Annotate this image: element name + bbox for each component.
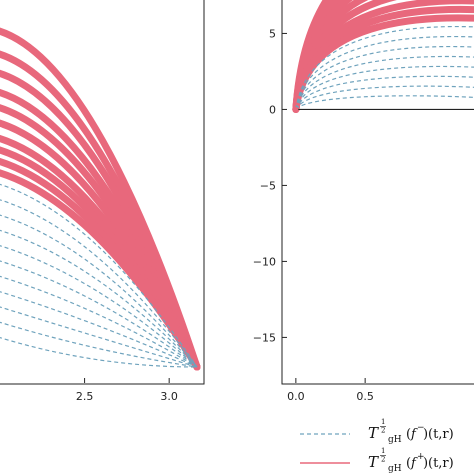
right-x-tick-label-0: 0.0 xyxy=(287,390,305,403)
legend-symbol-1: T xyxy=(368,453,379,471)
left-dashed-curve-8 xyxy=(0,306,198,368)
left-ticks: 2.5 3.0 xyxy=(76,378,178,403)
legend-power-den-1: 2 xyxy=(381,456,385,464)
right-x-tick-label-1: 0.5 xyxy=(356,390,374,403)
legend-power-num-1: 1 xyxy=(381,447,385,455)
right-dashed-curve-6 xyxy=(295,85,474,110)
legend-power-num-0: 1 xyxy=(381,418,385,426)
left-frame xyxy=(0,0,205,385)
right-dashed-curve-7 xyxy=(295,95,474,110)
legend-open-paren-0: ( xyxy=(406,427,411,442)
legend-sign-1: + xyxy=(417,452,425,462)
legend-sub-0: gH xyxy=(388,435,402,445)
legend-symbol-0: T xyxy=(368,424,379,442)
right-dashed-curve-1 xyxy=(295,35,474,110)
left-x-tick-label-0: 2.5 xyxy=(76,390,94,403)
right-dashed-curve-0 xyxy=(295,26,474,110)
left-dashed-curve-10 xyxy=(0,336,198,368)
left-dashed-curve-2 xyxy=(0,214,198,368)
right-y-tick-label-4: −15 xyxy=(253,331,276,344)
right-dashed-curve-2 xyxy=(295,45,474,110)
right-y-tick-label-2: −5 xyxy=(260,179,276,192)
legend-open-paren-1: ( xyxy=(406,456,411,471)
right-origin-point xyxy=(293,106,299,112)
right-dashed-curve-4 xyxy=(295,65,474,110)
legend-power-den-0: 2 xyxy=(381,427,385,435)
left-dashed-curve-4 xyxy=(0,245,198,368)
right-y-tick-label-3: −10 xyxy=(253,255,276,268)
left-x-tick-label-1: 3.0 xyxy=(160,390,178,403)
left-dashed-curve-5 xyxy=(0,260,198,368)
right-plot-area xyxy=(292,0,474,113)
legend-sub-1: gH xyxy=(388,464,402,474)
right-ticks: 5 0 −5 −10 −15 0.0 0.5 xyxy=(253,27,374,403)
legend-sign-0: − xyxy=(417,423,425,433)
left-plot-area xyxy=(0,27,201,371)
legend-func-1: f xyxy=(410,456,418,471)
left-solid-curve-9 xyxy=(0,169,201,371)
right-solid-curve-8 xyxy=(292,14,474,113)
legend-args-0: (t,r) xyxy=(428,427,454,442)
legend-close-paren-1: ) xyxy=(423,456,428,471)
left-dashed-curve-9 xyxy=(0,321,198,368)
left-panel: 2.5 3.0 xyxy=(0,0,205,403)
right-panel: 5 0 −5 −10 −15 0.0 0.5 xyxy=(253,0,474,403)
left-dashed-curve-6 xyxy=(0,275,198,368)
left-dashed-curve-1 xyxy=(0,199,198,368)
right-y-tick-label-1: 0 xyxy=(269,103,276,116)
right-frame xyxy=(281,0,474,385)
right-dashed-curve-3 xyxy=(295,55,474,110)
right-y-tick-label-0: 5 xyxy=(269,27,276,40)
right-dashed-curve-5 xyxy=(295,75,474,110)
legend-args-1: (t,r) xyxy=(428,456,454,471)
legend-close-paren-0: ) xyxy=(423,427,428,442)
legend-func-0: f xyxy=(410,427,418,442)
